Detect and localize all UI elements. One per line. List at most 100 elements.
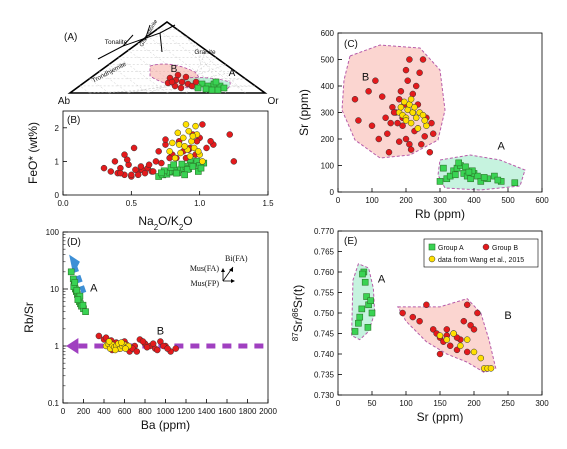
panel-d-purple-arrowhead bbox=[66, 338, 79, 354]
panel-d-label: (D) bbox=[67, 237, 81, 248]
panel-e-xtick-label: 100 bbox=[399, 399, 413, 408]
ternary-gridline bbox=[79, 85, 90, 94]
panel-c-point-group-a bbox=[467, 175, 474, 183]
panel-b-point-group-b bbox=[149, 168, 157, 175]
panel-c-group-label-b: B bbox=[362, 72, 369, 84]
panel-e-xtick-label: 200 bbox=[467, 399, 481, 408]
legend-marker-group-b bbox=[482, 243, 490, 251]
panel-e-point-group-a bbox=[367, 297, 374, 305]
panel-d-point-group-b bbox=[164, 345, 171, 352]
panel-b-point-wang bbox=[195, 148, 202, 155]
panel-b-point-group-b bbox=[107, 168, 115, 175]
panel-b-point-group-a bbox=[158, 169, 165, 177]
field-boundary bbox=[122, 32, 161, 47]
panel-c-point-wang bbox=[407, 96, 415, 103]
vector-arrowhead bbox=[229, 267, 233, 272]
panel-e-point-wang bbox=[470, 348, 478, 356]
ternary-gridline bbox=[108, 64, 149, 94]
panel-e-ytick-label: 0.760 bbox=[314, 268, 335, 277]
ternary-point-b bbox=[174, 71, 182, 79]
panel-c-xtick-label: 600 bbox=[535, 196, 549, 205]
panel-b-point-wang bbox=[166, 148, 173, 155]
panel-e-ytick-label: 0.770 bbox=[314, 227, 335, 236]
panel-d-group-label-a: A bbox=[90, 283, 98, 295]
ternary-point-b bbox=[168, 78, 176, 86]
panel-b-point-wang bbox=[174, 129, 182, 137]
panel-e-point-group-a bbox=[355, 319, 362, 327]
panel-b-point-group-b bbox=[207, 137, 214, 145]
panel-e-point-group-b bbox=[423, 301, 430, 309]
panel-c-group-b-field bbox=[341, 44, 446, 159]
panel-b-point-group-b bbox=[134, 171, 142, 179]
panel-c-point-group-b bbox=[426, 149, 434, 156]
panel-e-group-label-b: B bbox=[504, 310, 511, 322]
panel-c-point-group-b bbox=[416, 69, 423, 76]
xlabel-part: O bbox=[183, 214, 192, 228]
panel-e-label: (E) bbox=[344, 236, 357, 247]
panel-b-point-group-a bbox=[170, 161, 177, 169]
panel-d-xtick-label: 1400 bbox=[198, 407, 216, 416]
panel-e-ytick-label: 0.740 bbox=[314, 350, 335, 359]
panel-b-point-group-a bbox=[197, 164, 205, 172]
panel-c-point-group-b bbox=[402, 66, 410, 74]
panel-b-point-group-b bbox=[193, 137, 201, 145]
panel-c-xtick-label: 200 bbox=[399, 196, 413, 205]
panel-e-point-wang bbox=[443, 336, 451, 343]
panel-b-xtick-label: 0.5 bbox=[126, 199, 138, 208]
panel-b-point-group-b bbox=[137, 163, 145, 170]
panel-c-point-wang bbox=[411, 103, 418, 111]
field-boundary bbox=[144, 24, 151, 41]
panel-c-point-group-a bbox=[511, 179, 519, 187]
panel-e-point-group-a bbox=[363, 293, 370, 300]
legend-label-group-b: Group B bbox=[492, 245, 518, 252]
field-label-granodiorite: Granodiorite bbox=[139, 19, 159, 48]
panel-a: (A) Tonalite GranodioriteGraniteTrondhjemi… bbox=[58, 19, 279, 107]
panel-b-xtick-label: 1.0 bbox=[194, 199, 206, 208]
legend-marker-group-a bbox=[428, 243, 436, 251]
panel-c-point-group-b bbox=[399, 122, 406, 129]
field-boundary bbox=[97, 45, 124, 60]
panel-b-point-group-b bbox=[130, 144, 138, 152]
ternary-point-a bbox=[220, 84, 228, 92]
vector-label-bi-fa: Bi(FA) bbox=[225, 254, 248, 263]
panel-b-point-group-b bbox=[226, 131, 233, 138]
panel-c-ytick-label: 200 bbox=[321, 135, 335, 144]
panel-c-ytick-label: 300 bbox=[321, 109, 335, 118]
panel-e-point-wang bbox=[457, 342, 464, 350]
panel-c-point-group-a bbox=[465, 168, 473, 176]
panel-b-point-group-b bbox=[199, 121, 206, 128]
ternary-point-b bbox=[178, 78, 186, 86]
panel-b-point-group-b bbox=[162, 136, 169, 143]
panel-d-ylabel: Rb/Sr bbox=[22, 302, 36, 333]
panel-d-xtick-label: 200 bbox=[77, 407, 91, 416]
panel-e-ytick-label: 0.745 bbox=[314, 330, 335, 339]
ternary-point-b bbox=[177, 84, 185, 92]
panel-d-point-group-b bbox=[157, 338, 164, 345]
panel-e-point-group-b bbox=[460, 317, 468, 325]
panel-e-point-group-b bbox=[443, 326, 451, 333]
ternary-group-label-b: B bbox=[171, 64, 178, 75]
panel-b-ytick-label: 0 bbox=[55, 191, 60, 200]
panel-c-point-group-b bbox=[418, 141, 425, 148]
panel-d-point-group-a bbox=[82, 308, 89, 315]
panel-c-point-group-b bbox=[385, 149, 393, 156]
panel-d-xtick-label: 2000 bbox=[259, 407, 277, 416]
panel-e-xlabel: Sr (ppm) bbox=[417, 410, 464, 424]
panel-e-ytick-label: 0.755 bbox=[314, 289, 335, 298]
panel-e-point-group-b bbox=[463, 348, 471, 356]
panel-b-xtick-label: 1.5 bbox=[262, 199, 274, 208]
panel-c-point-group-b bbox=[368, 122, 376, 129]
panel-c-point-group-b bbox=[406, 56, 413, 63]
panel-e-point-group-a bbox=[368, 309, 376, 317]
panel-c-point-wang bbox=[412, 114, 420, 122]
panel-d-point-group-a bbox=[71, 279, 79, 286]
panel-b-point-group-b bbox=[117, 169, 124, 177]
xlabel-part: Na bbox=[138, 214, 154, 228]
xlabel-sub: 2 bbox=[179, 223, 184, 232]
panel-c-point-group-a bbox=[436, 178, 444, 185]
panel-e-ytick-label: 0.735 bbox=[314, 371, 335, 380]
panel-e-point-group-a bbox=[356, 313, 364, 321]
panel-a-label: (A) bbox=[64, 32, 77, 43]
panel-d-xtick-label: 400 bbox=[97, 407, 111, 416]
